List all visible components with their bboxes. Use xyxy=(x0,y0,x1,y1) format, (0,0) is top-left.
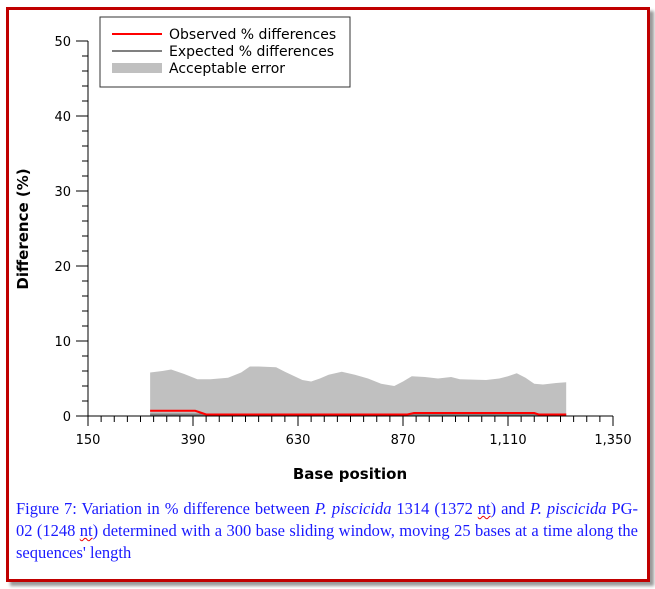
legend-observed: Observed % differences xyxy=(169,27,336,43)
legend-error: Acceptable error xyxy=(169,61,285,77)
y-tick-label: 30 xyxy=(54,185,71,200)
x-tick-label: 1,110 xyxy=(489,433,526,448)
x-tick-label: 1,350 xyxy=(594,433,631,448)
caption-text: PG-02 (1248 xyxy=(16,499,639,540)
caption-text: nt xyxy=(477,499,491,518)
x-tick-label: 630 xyxy=(286,433,311,448)
legend-expected: Expected % differences xyxy=(169,44,334,60)
y-tick-label: 40 xyxy=(54,110,71,125)
x-tick-label: 870 xyxy=(391,433,416,448)
figure-caption: Figure 7: Variation in % difference betw… xyxy=(16,498,638,564)
caption-text: ) determined with a 300 base sliding win… xyxy=(16,521,638,562)
caption-text: nt xyxy=(79,521,93,540)
y-tick-label: 50 xyxy=(54,35,71,50)
legend-swatch-error xyxy=(112,63,162,73)
caption-species: P. piscicida xyxy=(529,499,607,518)
observed-line xyxy=(150,409,567,416)
caption-text: ) and xyxy=(490,499,530,518)
figure-frame xyxy=(6,7,650,582)
y-tick-label: 0 xyxy=(63,410,71,425)
x-axis-label: Base position xyxy=(293,465,407,483)
caption-text: Figure 7: Variation in % difference betw… xyxy=(16,499,315,518)
chart: 150 390 630 870 1,110 1,350 0 10 20 30 40 50 Observ… xyxy=(14,16,632,483)
acceptable-error-area xyxy=(150,366,567,416)
y-tick-label: 20 xyxy=(54,260,71,275)
y-tick-label: 10 xyxy=(54,335,71,350)
x-tick-label: 150 xyxy=(76,433,101,448)
y-axis-label: Difference (%) xyxy=(14,168,32,289)
caption-species: P. piscicida xyxy=(314,499,392,518)
plot-area: 150 390 630 870 1,110 1,350 0 10 20 30 40 50 xyxy=(54,35,631,448)
x-tick-label: 390 xyxy=(181,433,206,448)
legend: Observed % differences Expected % differ… xyxy=(99,16,351,88)
caption-text: 1314 (1372 xyxy=(391,499,478,518)
